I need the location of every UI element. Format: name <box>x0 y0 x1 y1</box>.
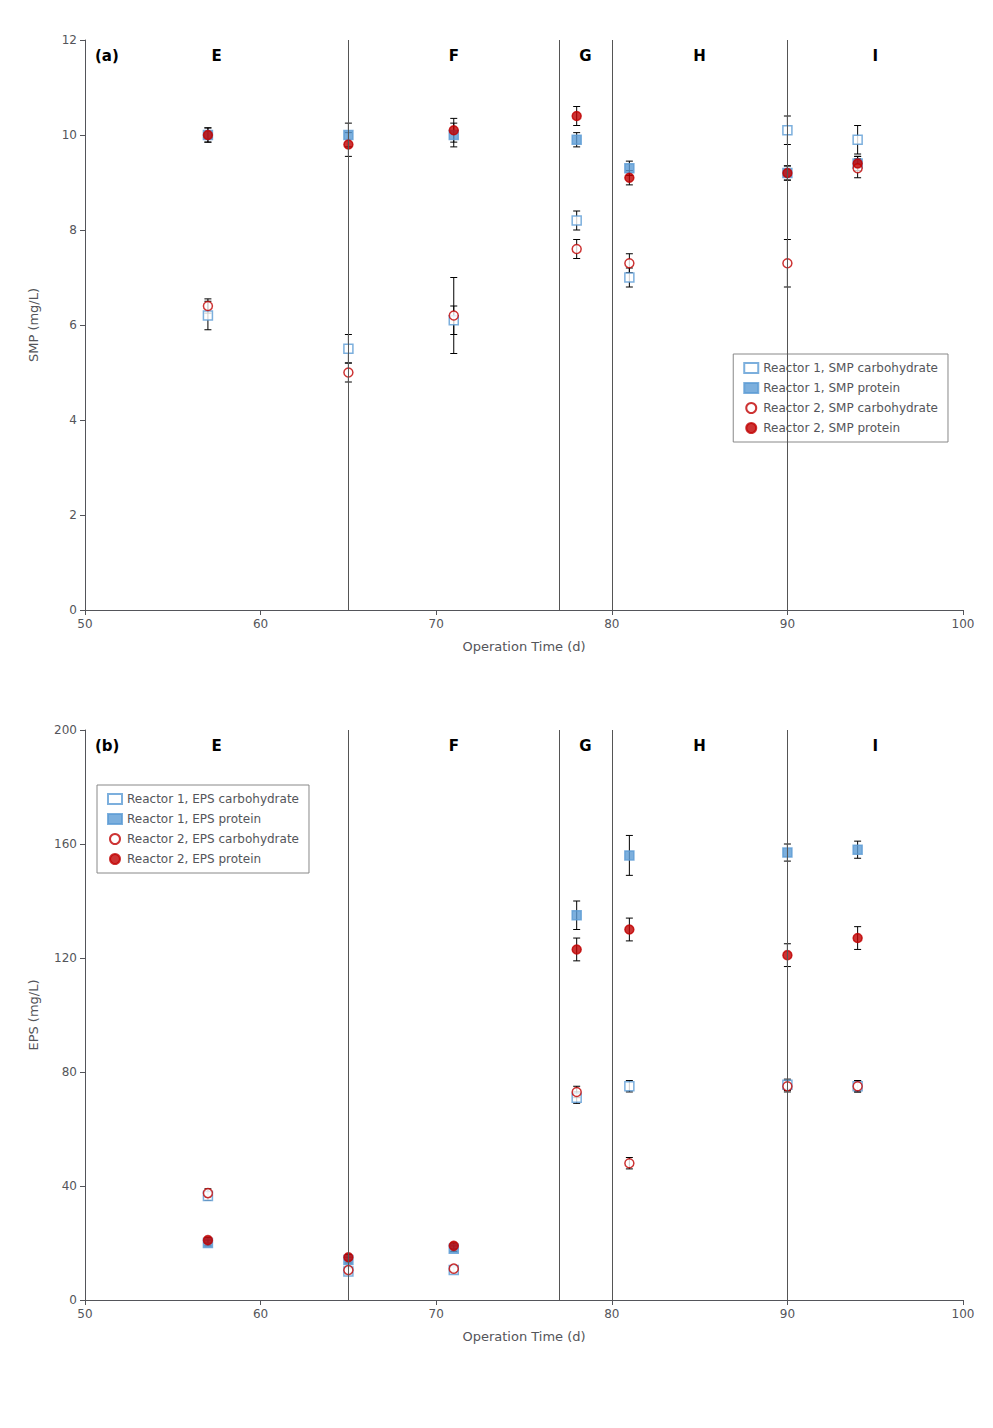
svg-text:120: 120 <box>54 951 77 965</box>
svg-text:E: E <box>212 737 222 755</box>
svg-text:E: E <box>212 47 222 65</box>
svg-text:100: 100 <box>952 1307 975 1321</box>
svg-text:60: 60 <box>253 1307 268 1321</box>
svg-text:SMP (mg/L): SMP (mg/L) <box>26 288 41 362</box>
svg-text:(b): (b) <box>95 737 119 755</box>
svg-text:Reactor 2, SMP carbohydrate: Reactor 2, SMP carbohydrate <box>763 401 938 415</box>
svg-text:Operation Time (d): Operation Time (d) <box>462 639 585 654</box>
svg-text:F: F <box>449 47 459 65</box>
svg-text:H: H <box>693 47 706 65</box>
svg-text:60: 60 <box>253 617 268 631</box>
svg-text:Reactor 2, EPS carbohydrate: Reactor 2, EPS carbohydrate <box>127 832 299 846</box>
svg-text:8: 8 <box>69 223 77 237</box>
svg-text:0: 0 <box>69 1293 77 1307</box>
svg-text:4: 4 <box>69 413 77 427</box>
svg-text:2: 2 <box>69 508 77 522</box>
svg-text:12: 12 <box>62 33 77 47</box>
svg-text:Reactor 2, EPS protein: Reactor 2, EPS protein <box>127 852 261 866</box>
svg-text:G: G <box>579 737 591 755</box>
svg-text:Reactor 1, SMP carbohydrate: Reactor 1, SMP carbohydrate <box>763 361 938 375</box>
svg-text:80: 80 <box>604 617 619 631</box>
svg-text:H: H <box>693 737 706 755</box>
svg-text:I: I <box>872 737 878 755</box>
svg-text:40: 40 <box>62 1179 77 1193</box>
svg-text:Reactor 2, SMP protein: Reactor 2, SMP protein <box>763 421 900 435</box>
svg-text:I: I <box>872 47 878 65</box>
svg-text:Reactor 1, SMP protein: Reactor 1, SMP protein <box>763 381 900 395</box>
svg-text:100: 100 <box>952 617 975 631</box>
svg-text:0: 0 <box>69 603 77 617</box>
svg-text:90: 90 <box>780 1307 795 1321</box>
svg-text:80: 80 <box>62 1065 77 1079</box>
svg-text:G: G <box>579 47 591 65</box>
svg-text:50: 50 <box>77 1307 92 1321</box>
svg-text:Reactor 1, EPS carbohydrate: Reactor 1, EPS carbohydrate <box>127 792 299 806</box>
svg-text:80: 80 <box>604 1307 619 1321</box>
svg-text:50: 50 <box>77 617 92 631</box>
svg-text:160: 160 <box>54 837 77 851</box>
svg-text:90: 90 <box>780 617 795 631</box>
svg-text:6: 6 <box>69 318 77 332</box>
svg-text:70: 70 <box>429 617 444 631</box>
svg-text:200: 200 <box>54 723 77 737</box>
svg-text:10: 10 <box>62 128 77 142</box>
svg-text:(a): (a) <box>95 47 119 65</box>
svg-text:Reactor 1, EPS protein: Reactor 1, EPS protein <box>127 812 261 826</box>
svg-text:70: 70 <box>429 1307 444 1321</box>
svg-text:EPS (mg/L): EPS (mg/L) <box>26 979 41 1050</box>
svg-text:F: F <box>449 737 459 755</box>
svg-text:Operation Time (d): Operation Time (d) <box>462 1329 585 1344</box>
